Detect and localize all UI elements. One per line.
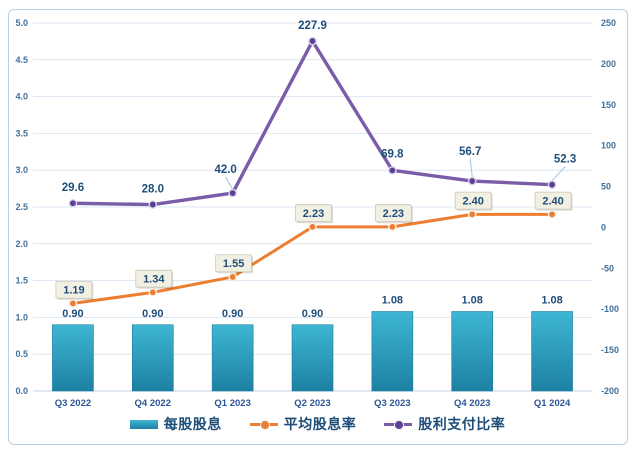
category-label: Q1 2024 [534, 398, 571, 409]
payout-ratio-point[interactable] [148, 200, 158, 209]
axis-tick-left: 0.0 [15, 386, 28, 396]
payout-ratio-point[interactable] [228, 188, 237, 198]
avg-yield-point[interactable] [547, 210, 557, 219]
line-label-box [55, 280, 93, 299]
axis-tick-right: 100 [601, 141, 616, 151]
line-data-label: 1.34 [143, 274, 165, 286]
axis-tick-right: 200 [601, 59, 616, 69]
payout-ratio-point[interactable] [68, 198, 78, 208]
line-label-box [135, 269, 173, 288]
category-label: Q3 2023 [374, 398, 410, 409]
axis-tick-left: 3.0 [15, 165, 28, 175]
avg-yield-point[interactable] [68, 299, 78, 308]
category-label: Q1 2023 [214, 398, 250, 409]
line-label-box [215, 254, 253, 273]
leader-line [469, 159, 473, 178]
bar-data-label: 0.90 [222, 308, 243, 320]
bar-data-label: 1.08 [462, 295, 483, 307]
category-label: Q2 2023 [294, 398, 330, 409]
axis-tick-right: 250 [601, 18, 616, 28]
bar[interactable] [291, 324, 334, 392]
line-data-label: 1.19 [63, 285, 84, 297]
axis-tick-right: -100 [601, 304, 619, 314]
line-data-label: 1.55 [223, 258, 244, 270]
bar[interactable] [531, 311, 573, 392]
line-data-label: 29.6 [62, 182, 84, 194]
line-data-label: 2.40 [463, 196, 484, 208]
axis-tick-right: -150 [601, 345, 619, 355]
legend-label: 股利支付比率 [418, 416, 506, 432]
axis-tick-right: -200 [601, 386, 619, 396]
axis-tick-left: 2.0 [15, 239, 28, 249]
line-data-label: 28.0 [142, 184, 164, 196]
line-data-label: 2.23 [383, 208, 404, 220]
legend-item-dividend-payout-ratio[interactable]: 股利支付比率 [384, 414, 505, 434]
line-data-label: 69.8 [381, 148, 404, 160]
line-label-box [374, 204, 412, 223]
axis-tick-right: 50 [601, 182, 611, 192]
payout-ratio-point[interactable] [467, 176, 477, 186]
legend-label: 每股股息 [163, 416, 222, 432]
avg-yield-point[interactable] [308, 222, 317, 232]
legend-item-avg-dividend-yield[interactable]: 平均股息率 [249, 414, 357, 434]
payout-ratio-point[interactable] [547, 180, 557, 189]
bar-series-swatch-icon [129, 419, 158, 429]
bar[interactable] [451, 311, 494, 392]
bar-data-label: 1.08 [541, 295, 562, 307]
line-data-label: 2.23 [303, 208, 324, 220]
purple-line-swatch-icon [384, 419, 413, 430]
category-label: Q4 2023 [454, 398, 490, 409]
line-label-box [454, 191, 492, 210]
line-data-label: 42.0 [214, 164, 236, 176]
axis-tick-left: 5.0 [15, 18, 28, 28]
line-data-label: 2.40 [542, 196, 563, 208]
axis-tick-right: -50 [601, 263, 614, 273]
axis-tick-left: 0.5 [15, 349, 28, 359]
leader-line [551, 166, 566, 182]
axis-tick-left: 1.0 [15, 312, 28, 322]
axis-tick-right: 150 [601, 100, 616, 110]
payout-ratio-point[interactable] [308, 36, 317, 46]
bar-data-label: 0.90 [142, 308, 163, 320]
avg-yield-point[interactable] [228, 272, 237, 282]
leader-line [225, 176, 234, 190]
line-label-box [534, 191, 572, 210]
axis-tick-left: 3.5 [15, 128, 28, 138]
line-label-box [295, 204, 332, 223]
bar[interactable] [211, 324, 254, 392]
axis-tick-left: 4.5 [15, 55, 28, 65]
line-data-label: 52.3 [554, 154, 576, 166]
avg-yield-point[interactable] [388, 222, 397, 232]
axis-tick-left: 2.5 [15, 202, 28, 212]
bar[interactable] [131, 324, 174, 392]
axis-tick-left: 4.0 [15, 92, 28, 102]
line-data-label: 227.9 [298, 20, 327, 32]
axis-tick-left: 1.5 [15, 276, 28, 286]
bar-data-label: 1.08 [382, 295, 403, 307]
axis-tick-right: 0 [601, 222, 606, 232]
bar-data-label: 0.90 [302, 308, 323, 320]
bar-data-label: 0.90 [62, 308, 83, 320]
line-data-label: 56.7 [459, 146, 481, 158]
bar[interactable] [52, 324, 94, 392]
orange-line-swatch-icon [249, 419, 278, 430]
avg-yield-point[interactable] [148, 288, 158, 297]
bar[interactable] [371, 311, 414, 392]
avg-yield-point[interactable] [467, 210, 477, 219]
legend-item-dividend-per-share[interactable]: 每股股息 [129, 414, 222, 434]
chart-legend: 每股股息 平均股息率 股利支付比率 [0, 414, 635, 434]
legend-label: 平均股息率 [283, 416, 357, 432]
category-label: Q4 2022 [135, 398, 171, 409]
payout-ratio-line[interactable] [72, 39, 553, 207]
category-label: Q3 2022 [55, 398, 91, 409]
payout-ratio-point[interactable] [388, 166, 397, 175]
